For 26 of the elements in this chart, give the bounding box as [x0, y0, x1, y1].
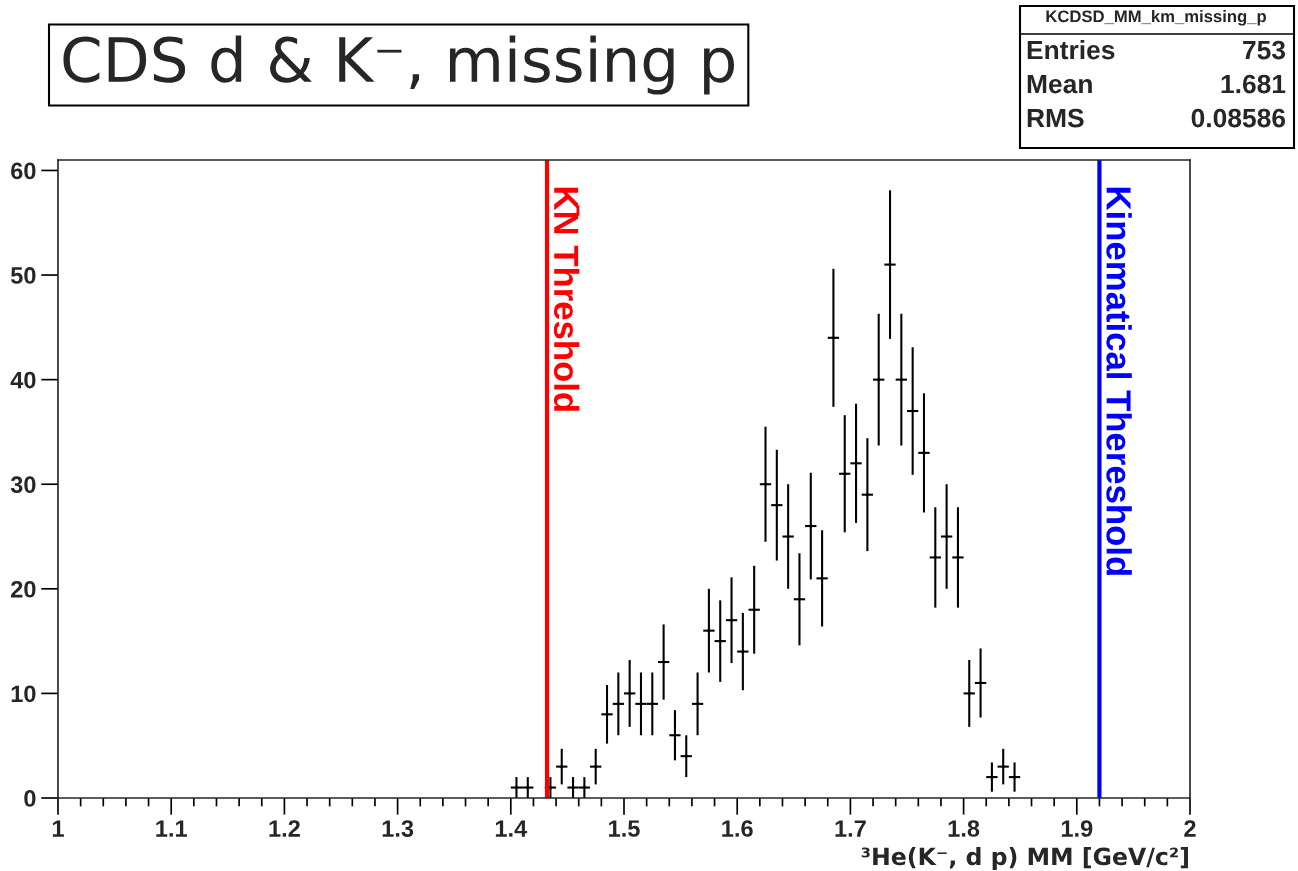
x-axis-title: ³He(K⁻, d p) MM [GeV/c²] [861, 847, 1188, 870]
ref-line-label: K̄N Threshold [553, 187, 580, 411]
x-tick-label: 1.7 [835, 820, 866, 837]
x-tick-label: 1.2 [269, 820, 300, 837]
ref-line-label: Kinematical Thereshold [1106, 187, 1132, 575]
y-tick-label: 20 [11, 580, 36, 598]
chart-title: CDS d & K⁻, missing p [63, 35, 734, 95]
text: Entries 753 [1027, 40, 1286, 60]
x-tick-label: 1.6 [722, 820, 753, 837]
y-tick-label: 30 [10, 476, 36, 494]
x-tick-label: 1 [52, 820, 64, 837]
x-tick-label: 2 [1184, 820, 1196, 837]
x-tick-label: 1.1 [156, 820, 187, 837]
y-tick-label: 50 [10, 267, 36, 284]
x-tick-label: 1.5 [609, 820, 640, 837]
x-tick-label: 1.4 [495, 820, 528, 837]
y-tick-label: 0 [24, 790, 36, 807]
y-tick-label: 60 [11, 162, 36, 180]
text: KCDSD_MM_km_missing_p [1046, 10, 1266, 26]
y-tick-label: 10 [11, 685, 36, 703]
y-tick-label: 40 [10, 371, 36, 389]
x-tick-label: 1.8 [948, 820, 980, 837]
x-tick-label: 1.3 [382, 820, 414, 837]
text: Mean 1.681 [1027, 74, 1286, 94]
text: RMS 0.08586 [1027, 108, 1286, 128]
x-tick-label: 1.9 [1061, 820, 1093, 837]
